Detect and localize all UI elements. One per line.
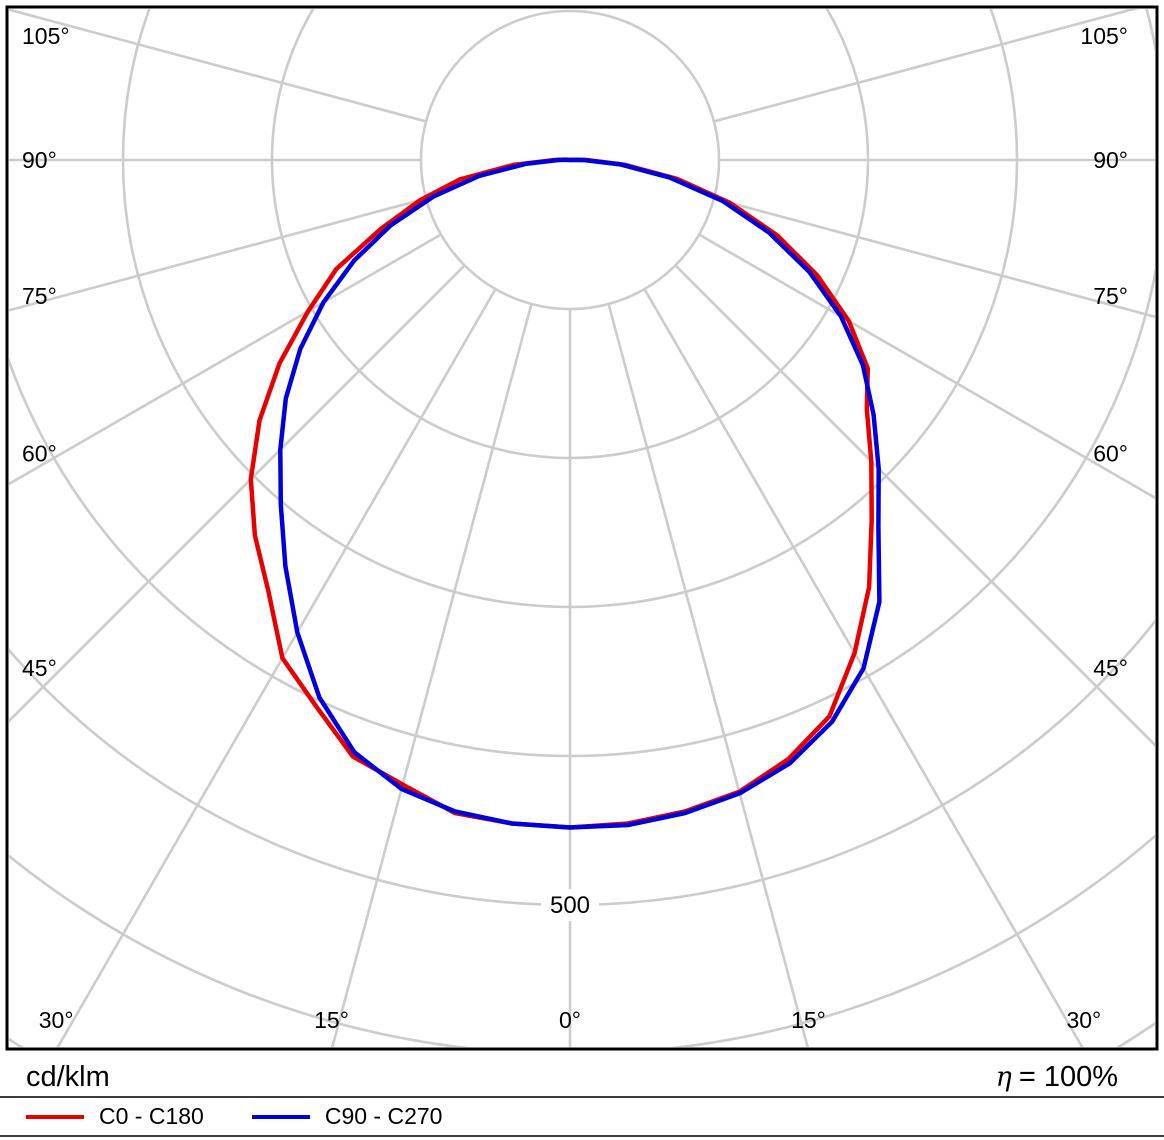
angle-label: 15° <box>791 1007 826 1033</box>
angle-label: 105° <box>22 23 70 49</box>
angle-label: 60° <box>1093 440 1128 466</box>
polar-chart-svg: 0° 15° 15° 30° 30° 45° 45° 60° 60° 75° 75° 90° 90° 10… <box>5 5 1159 1051</box>
plot-border <box>5 5 1159 1051</box>
angle-label: 30° <box>1066 1007 1101 1033</box>
angle-label: 30° <box>39 1007 74 1033</box>
separator-top <box>0 1096 1164 1099</box>
eta-value: = 100% <box>1018 1061 1118 1093</box>
legend-label-c0-c180: C0 - C180 <box>99 1103 204 1130</box>
curve-c90-c270 <box>278 157 882 830</box>
legend-swatch-c90-c270 <box>251 1114 310 1119</box>
ring-label-bg <box>541 889 599 921</box>
angle-label: 45° <box>1093 655 1128 681</box>
angle-label: 45° <box>22 655 57 681</box>
angle-label: 75° <box>22 283 57 309</box>
chart-footer: cd/klm η = 100% C0 - C180 C90 - C270 <box>0 1056 1164 1138</box>
legend: C0 - C180 C90 - C270 <box>0 1098 1164 1134</box>
angle-labels: 0° 15° 15° 30° 30° 45° 45° 60° 60° 75° 75° 90° 90° 10… <box>22 23 1128 1033</box>
legend-label-c90-c270: C90 - C270 <box>324 1103 443 1130</box>
legend-item-c0-c180: C0 - C180 <box>26 1105 204 1128</box>
legend-swatch-c0-c180 <box>26 1114 84 1119</box>
angle-label: 75° <box>1093 283 1128 309</box>
angle-label: 90° <box>1093 147 1128 173</box>
separator-bottom <box>0 1135 1164 1138</box>
angle-label: 0° <box>559 1007 581 1033</box>
angle-label: 15° <box>314 1007 349 1033</box>
units-label: cd/klm <box>26 1061 110 1093</box>
efficiency-label: η = 100% <box>996 1061 1118 1094</box>
angle-label: 90° <box>22 147 57 173</box>
ring-value-label: 500 <box>550 892 590 919</box>
legend-item-c90-c270: C90 - C270 <box>251 1103 443 1130</box>
curve-c0-c180 <box>248 157 874 830</box>
angle-label: 105° <box>1080 23 1128 49</box>
angle-label: 60° <box>22 440 57 466</box>
meta-row: cd/klm η = 100% <box>0 1056 1164 1096</box>
eta-symbol: η <box>995 1062 1012 1093</box>
